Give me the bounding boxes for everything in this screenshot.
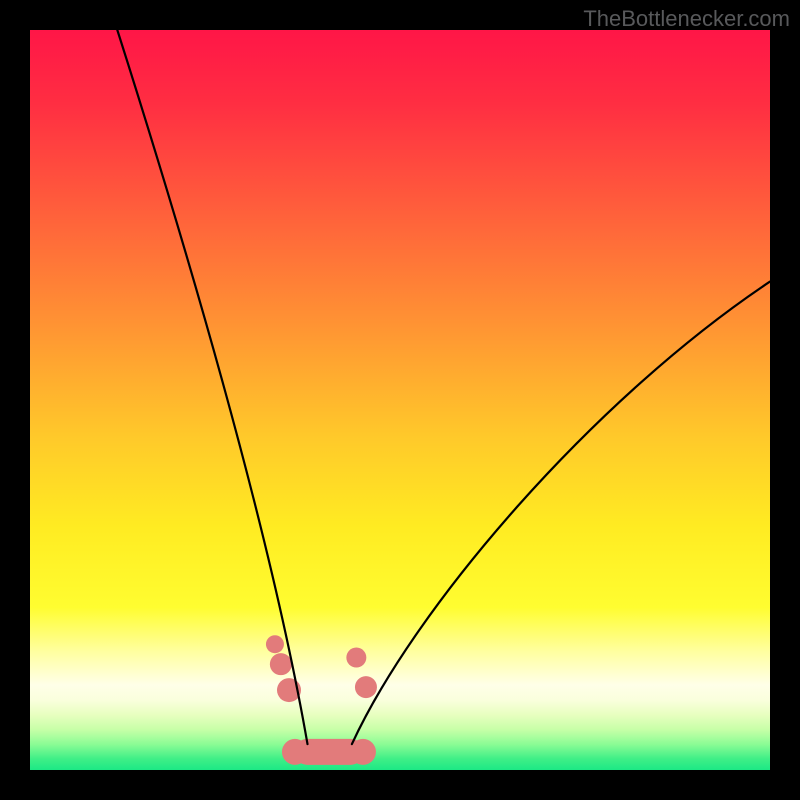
chart-root: TheBottlenecker.com [0,0,800,800]
chart-svg [30,30,770,770]
plot-area [30,30,770,770]
watermark-text: TheBottlenecker.com [583,6,790,32]
